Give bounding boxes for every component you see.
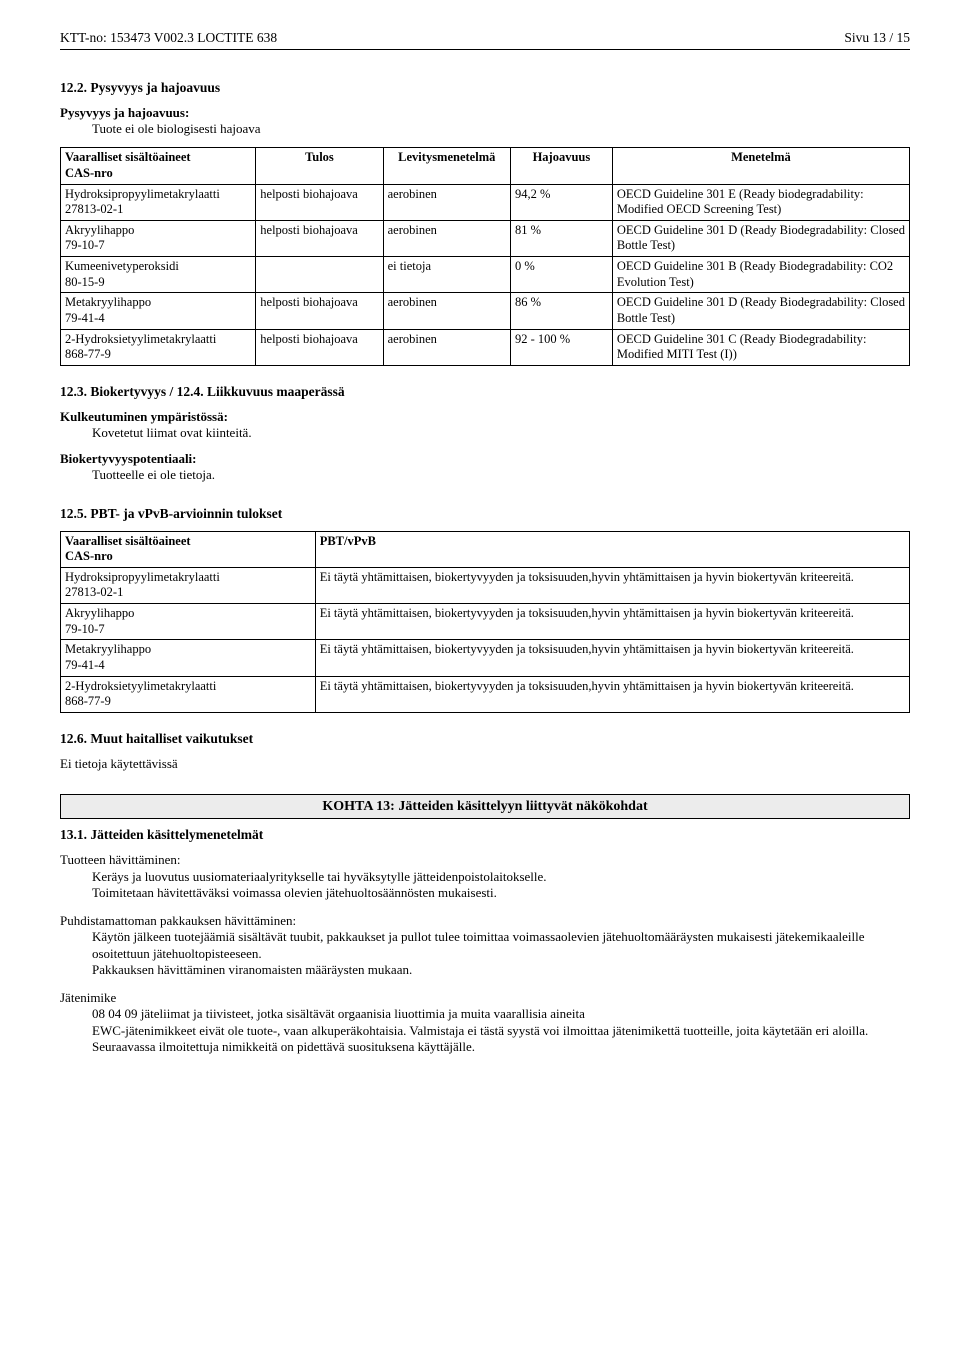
waste-code-l1: 08 04 09 jäteliimat ja tiivisteet, jotka…	[92, 1006, 910, 1022]
td: Hydroksipropyylimetakrylaatti 27813-02-1	[61, 184, 256, 220]
td: 81 %	[510, 220, 612, 256]
product-disposal-l2: Toimitetaan hävitettäväksi voimassa olev…	[92, 885, 910, 901]
page-header: KTT-no: 153473 V002.3 LOCTITE 638 Sivu 1…	[60, 30, 910, 47]
td: 2-Hydroksietyylimetakrylaatti 868-77-9	[61, 676, 316, 712]
persistence-body: Tuote ei ole biologisesti hajoava	[92, 121, 910, 137]
td: Ei täytä yhtämittaisen, biokertyvyyden j…	[315, 604, 909, 640]
td: aerobinen	[383, 293, 510, 329]
pbt-table: Vaaralliset sisältöaineet CAS-nro PBT/vP…	[60, 531, 910, 713]
th: Vaaralliset sisältöaineet CAS-nro	[61, 148, 256, 184]
table-row: 2-Hydroksietyylimetakrylaatti 868-77-9 E…	[61, 676, 910, 712]
td: aerobinen	[383, 329, 510, 365]
section-12-6-title: 12.6. Muut haitalliset vaikutukset	[60, 731, 910, 748]
table-row: Metakryylihappo 79-41-4 Ei täytä yhtämit…	[61, 640, 910, 676]
td: OECD Guideline 301 D (Ready Biodegradabi…	[612, 220, 909, 256]
td: Ei täytä yhtämittaisen, biokertyvyyden j…	[315, 676, 909, 712]
waste-code-l2: EWC-jätenimikkeet eivät ole tuote-, vaan…	[92, 1023, 910, 1056]
section-12-2-title: 12.2. Pysyvyys ja hajoavuus	[60, 80, 910, 97]
table-row: 2-Hydroksietyylimetakrylaatti 868-77-9 h…	[61, 329, 910, 365]
table-row: Metakryylihappo 79-41-4 helposti biohajo…	[61, 293, 910, 329]
header-right: Sivu 13 / 15	[844, 30, 910, 47]
env-transport-body: Kovetetut liimat ovat kiinteitä.	[92, 425, 910, 441]
td: 94,2 %	[510, 184, 612, 220]
packaging-disposal-head: Puhdistamattoman pakkauksen hävittäminen…	[60, 913, 910, 929]
td: OECD Guideline 301 E (Ready biodegradabi…	[612, 184, 909, 220]
td: 0 %	[510, 257, 612, 293]
table-header-row: Vaaralliset sisältöaineet CAS-nro PBT/vP…	[61, 531, 910, 567]
td: ei tietoja	[383, 257, 510, 293]
td: Akryylihappo 79-10-7	[61, 604, 316, 640]
th: Menetelmä	[612, 148, 909, 184]
td: helposti biohajoava	[256, 220, 383, 256]
td: Metakryylihappo 79-41-4	[61, 640, 316, 676]
td: OECD Guideline 301 C (Ready Biodegradabi…	[612, 329, 909, 365]
product-disposal-head: Tuotteen hävittäminen:	[60, 852, 910, 868]
env-transport-head: Kulkeutuminen ympäristössä:	[60, 409, 910, 425]
packaging-disposal-l2: Pakkauksen hävittäminen viranomaisten mä…	[92, 962, 910, 978]
td: helposti biohajoava	[256, 329, 383, 365]
packaging-disposal-l1: Käytön jälkeen tuotejäämiä sisältävät tu…	[92, 929, 910, 962]
td: Akryylihappo 79-10-7	[61, 220, 256, 256]
table-row: Akryylihappo 79-10-7 helposti biohajoava…	[61, 220, 910, 256]
td: Kumeenivetyperoksidi 80-15-9	[61, 257, 256, 293]
td: OECD Guideline 301 D (Ready Biodegradabi…	[612, 293, 909, 329]
header-rule	[60, 49, 910, 50]
td: aerobinen	[383, 220, 510, 256]
td: 92 - 100 %	[510, 329, 612, 365]
td: 2-Hydroksietyylimetakrylaatti 868-77-9	[61, 329, 256, 365]
td: 86 %	[510, 293, 612, 329]
td: Ei täytä yhtämittaisen, biokertyvyyden j…	[315, 567, 909, 603]
table-header-row: Vaaralliset sisältöaineet CAS-nro Tulos …	[61, 148, 910, 184]
section-13-1-title: 13.1. Jätteiden käsittelymenetelmät	[60, 827, 910, 844]
section-12-3-title: 12.3. Biokertyvyys / 12.4. Liikkuvuus ma…	[60, 384, 910, 401]
product-disposal-l1: Keräys ja luovutus uusiomateriaalyrityks…	[92, 869, 910, 885]
table-row: Akryylihappo 79-10-7 Ei täytä yhtämittai…	[61, 604, 910, 640]
degradability-table: Vaaralliset sisältöaineet CAS-nro Tulos …	[60, 147, 910, 366]
th: Hajoavuus	[510, 148, 612, 184]
waste-code-head: Jätenimike	[60, 990, 910, 1006]
header-left: KTT-no: 153473 V002.3 LOCTITE 638	[60, 30, 277, 47]
document-page: KTT-no: 153473 V002.3 LOCTITE 638 Sivu 1…	[0, 0, 960, 1105]
section-13-bar: KOHTA 13: Jätteiden käsittelyyn liittyvä…	[60, 794, 910, 820]
th: Vaaralliset sisältöaineet CAS-nro	[61, 531, 316, 567]
section-12-6-body: Ei tietoja käytettävissä	[60, 756, 910, 772]
table-row: Kumeenivetyperoksidi 80-15-9 ei tietoja …	[61, 257, 910, 293]
section-12-5-title: 12.5. PBT- ja vPvB-arvioinnin tulokset	[60, 506, 910, 523]
table-row: Hydroksipropyylimetakrylaatti 27813-02-1…	[61, 567, 910, 603]
th: Levitysmenetelmä	[383, 148, 510, 184]
bioacc-head: Biokertyvyyspotentiaali:	[60, 451, 910, 467]
td: OECD Guideline 301 B (Ready Biodegradabi…	[612, 257, 909, 293]
th: Tulos	[256, 148, 383, 184]
td: helposti biohajoava	[256, 293, 383, 329]
td	[256, 257, 383, 293]
persistence-subhead: Pysyvyys ja hajoavuus:	[60, 105, 910, 121]
bioacc-body: Tuotteelle ei ole tietoja.	[92, 467, 910, 483]
td: Metakryylihappo 79-41-4	[61, 293, 256, 329]
th: PBT/vPvB	[315, 531, 909, 567]
td: aerobinen	[383, 184, 510, 220]
td: helposti biohajoava	[256, 184, 383, 220]
td: Ei täytä yhtämittaisen, biokertyvyyden j…	[315, 640, 909, 676]
td: Hydroksipropyylimetakrylaatti 27813-02-1	[61, 567, 316, 603]
table-row: Hydroksipropyylimetakrylaatti 27813-02-1…	[61, 184, 910, 220]
